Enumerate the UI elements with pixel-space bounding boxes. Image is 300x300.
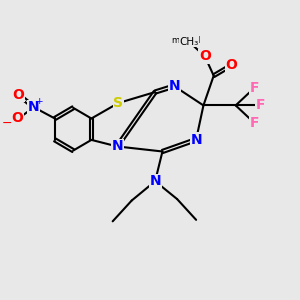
- Text: N: N: [28, 100, 40, 114]
- Text: methyl: methyl: [171, 35, 201, 44]
- Text: −: −: [2, 117, 12, 130]
- Text: O: O: [11, 112, 23, 125]
- Text: O: O: [199, 50, 211, 63]
- Text: N: N: [149, 174, 161, 188]
- Text: +: +: [35, 97, 43, 106]
- Text: F: F: [250, 81, 260, 94]
- Text: N: N: [168, 79, 180, 93]
- Text: N: N: [111, 140, 123, 153]
- Text: CH₃: CH₃: [179, 37, 198, 46]
- Text: S: S: [113, 96, 123, 110]
- Text: O: O: [13, 88, 25, 102]
- Text: O: O: [225, 58, 237, 72]
- Text: N: N: [190, 133, 202, 147]
- Text: F: F: [250, 116, 260, 130]
- Text: F: F: [256, 98, 265, 112]
